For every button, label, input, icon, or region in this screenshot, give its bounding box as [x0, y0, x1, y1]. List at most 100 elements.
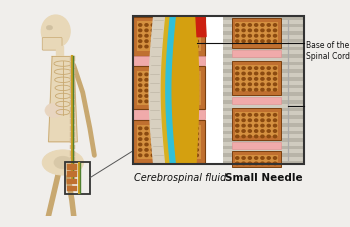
Ellipse shape: [273, 114, 276, 116]
Ellipse shape: [139, 127, 142, 130]
Bar: [133, 16, 304, 164]
Ellipse shape: [267, 130, 270, 132]
Bar: [223, 47, 304, 50]
Ellipse shape: [158, 40, 161, 42]
Ellipse shape: [151, 95, 154, 97]
Ellipse shape: [273, 130, 276, 132]
Ellipse shape: [145, 40, 148, 42]
Ellipse shape: [145, 143, 148, 146]
Bar: [223, 138, 304, 142]
Text: Cerebrospinal fluid: Cerebrospinal fluid: [134, 173, 226, 183]
Bar: [66, 186, 77, 191]
Ellipse shape: [248, 135, 251, 138]
Ellipse shape: [151, 79, 154, 81]
Ellipse shape: [183, 84, 186, 86]
Ellipse shape: [151, 143, 154, 146]
Bar: [70, 176, 75, 181]
Ellipse shape: [170, 29, 173, 32]
Ellipse shape: [158, 84, 161, 86]
Ellipse shape: [158, 149, 161, 151]
Ellipse shape: [236, 29, 239, 32]
Ellipse shape: [189, 95, 192, 97]
Ellipse shape: [189, 138, 192, 140]
Ellipse shape: [183, 73, 186, 76]
Ellipse shape: [183, 133, 186, 135]
Bar: [70, 145, 75, 149]
Ellipse shape: [145, 100, 148, 103]
Ellipse shape: [267, 135, 270, 138]
Ellipse shape: [261, 78, 264, 80]
Ellipse shape: [254, 114, 258, 116]
Ellipse shape: [254, 35, 258, 37]
Ellipse shape: [195, 29, 198, 32]
Ellipse shape: [164, 89, 167, 92]
Ellipse shape: [176, 154, 180, 157]
Ellipse shape: [248, 162, 251, 165]
Bar: [70, 113, 75, 118]
Ellipse shape: [248, 124, 251, 127]
Ellipse shape: [242, 78, 245, 80]
Ellipse shape: [236, 83, 239, 86]
Bar: [136, 21, 201, 51]
Ellipse shape: [267, 67, 270, 69]
Ellipse shape: [183, 127, 186, 130]
Ellipse shape: [195, 95, 198, 97]
Ellipse shape: [164, 45, 167, 48]
Bar: [70, 170, 75, 175]
Bar: [223, 123, 304, 126]
Ellipse shape: [273, 162, 276, 165]
Ellipse shape: [46, 25, 52, 30]
Ellipse shape: [42, 150, 84, 175]
Ellipse shape: [189, 133, 192, 135]
Bar: [223, 54, 304, 58]
Ellipse shape: [183, 154, 186, 157]
Ellipse shape: [139, 84, 142, 86]
Ellipse shape: [267, 83, 270, 86]
Ellipse shape: [273, 135, 276, 138]
Ellipse shape: [176, 95, 180, 97]
Ellipse shape: [261, 162, 264, 165]
Ellipse shape: [151, 35, 154, 37]
Ellipse shape: [236, 35, 239, 37]
Ellipse shape: [189, 45, 192, 48]
Ellipse shape: [145, 29, 148, 32]
Ellipse shape: [195, 84, 198, 86]
Ellipse shape: [189, 84, 192, 86]
Ellipse shape: [273, 83, 276, 86]
Ellipse shape: [170, 73, 173, 76]
Ellipse shape: [195, 73, 198, 76]
Ellipse shape: [170, 154, 173, 157]
Ellipse shape: [189, 40, 192, 42]
Ellipse shape: [254, 72, 258, 75]
Ellipse shape: [261, 130, 264, 132]
Ellipse shape: [164, 79, 167, 81]
Ellipse shape: [164, 24, 167, 26]
Ellipse shape: [164, 100, 167, 103]
Ellipse shape: [158, 79, 161, 81]
Ellipse shape: [189, 89, 192, 92]
Ellipse shape: [261, 135, 264, 138]
Ellipse shape: [158, 143, 161, 146]
Bar: [223, 31, 304, 35]
Polygon shape: [149, 16, 164, 164]
Ellipse shape: [176, 138, 180, 140]
Polygon shape: [164, 16, 175, 164]
Ellipse shape: [267, 162, 270, 165]
Ellipse shape: [183, 24, 186, 26]
Ellipse shape: [170, 133, 173, 135]
Bar: [65, 163, 90, 194]
Ellipse shape: [242, 119, 245, 121]
Bar: [56, 46, 63, 57]
Ellipse shape: [248, 114, 251, 116]
Ellipse shape: [242, 135, 245, 138]
Ellipse shape: [151, 138, 154, 140]
Ellipse shape: [170, 89, 173, 92]
Ellipse shape: [236, 119, 239, 121]
Ellipse shape: [189, 143, 192, 146]
Ellipse shape: [236, 135, 239, 138]
Ellipse shape: [236, 78, 239, 80]
Ellipse shape: [158, 24, 161, 26]
Bar: [70, 81, 75, 86]
Ellipse shape: [261, 40, 264, 42]
Ellipse shape: [164, 127, 167, 130]
